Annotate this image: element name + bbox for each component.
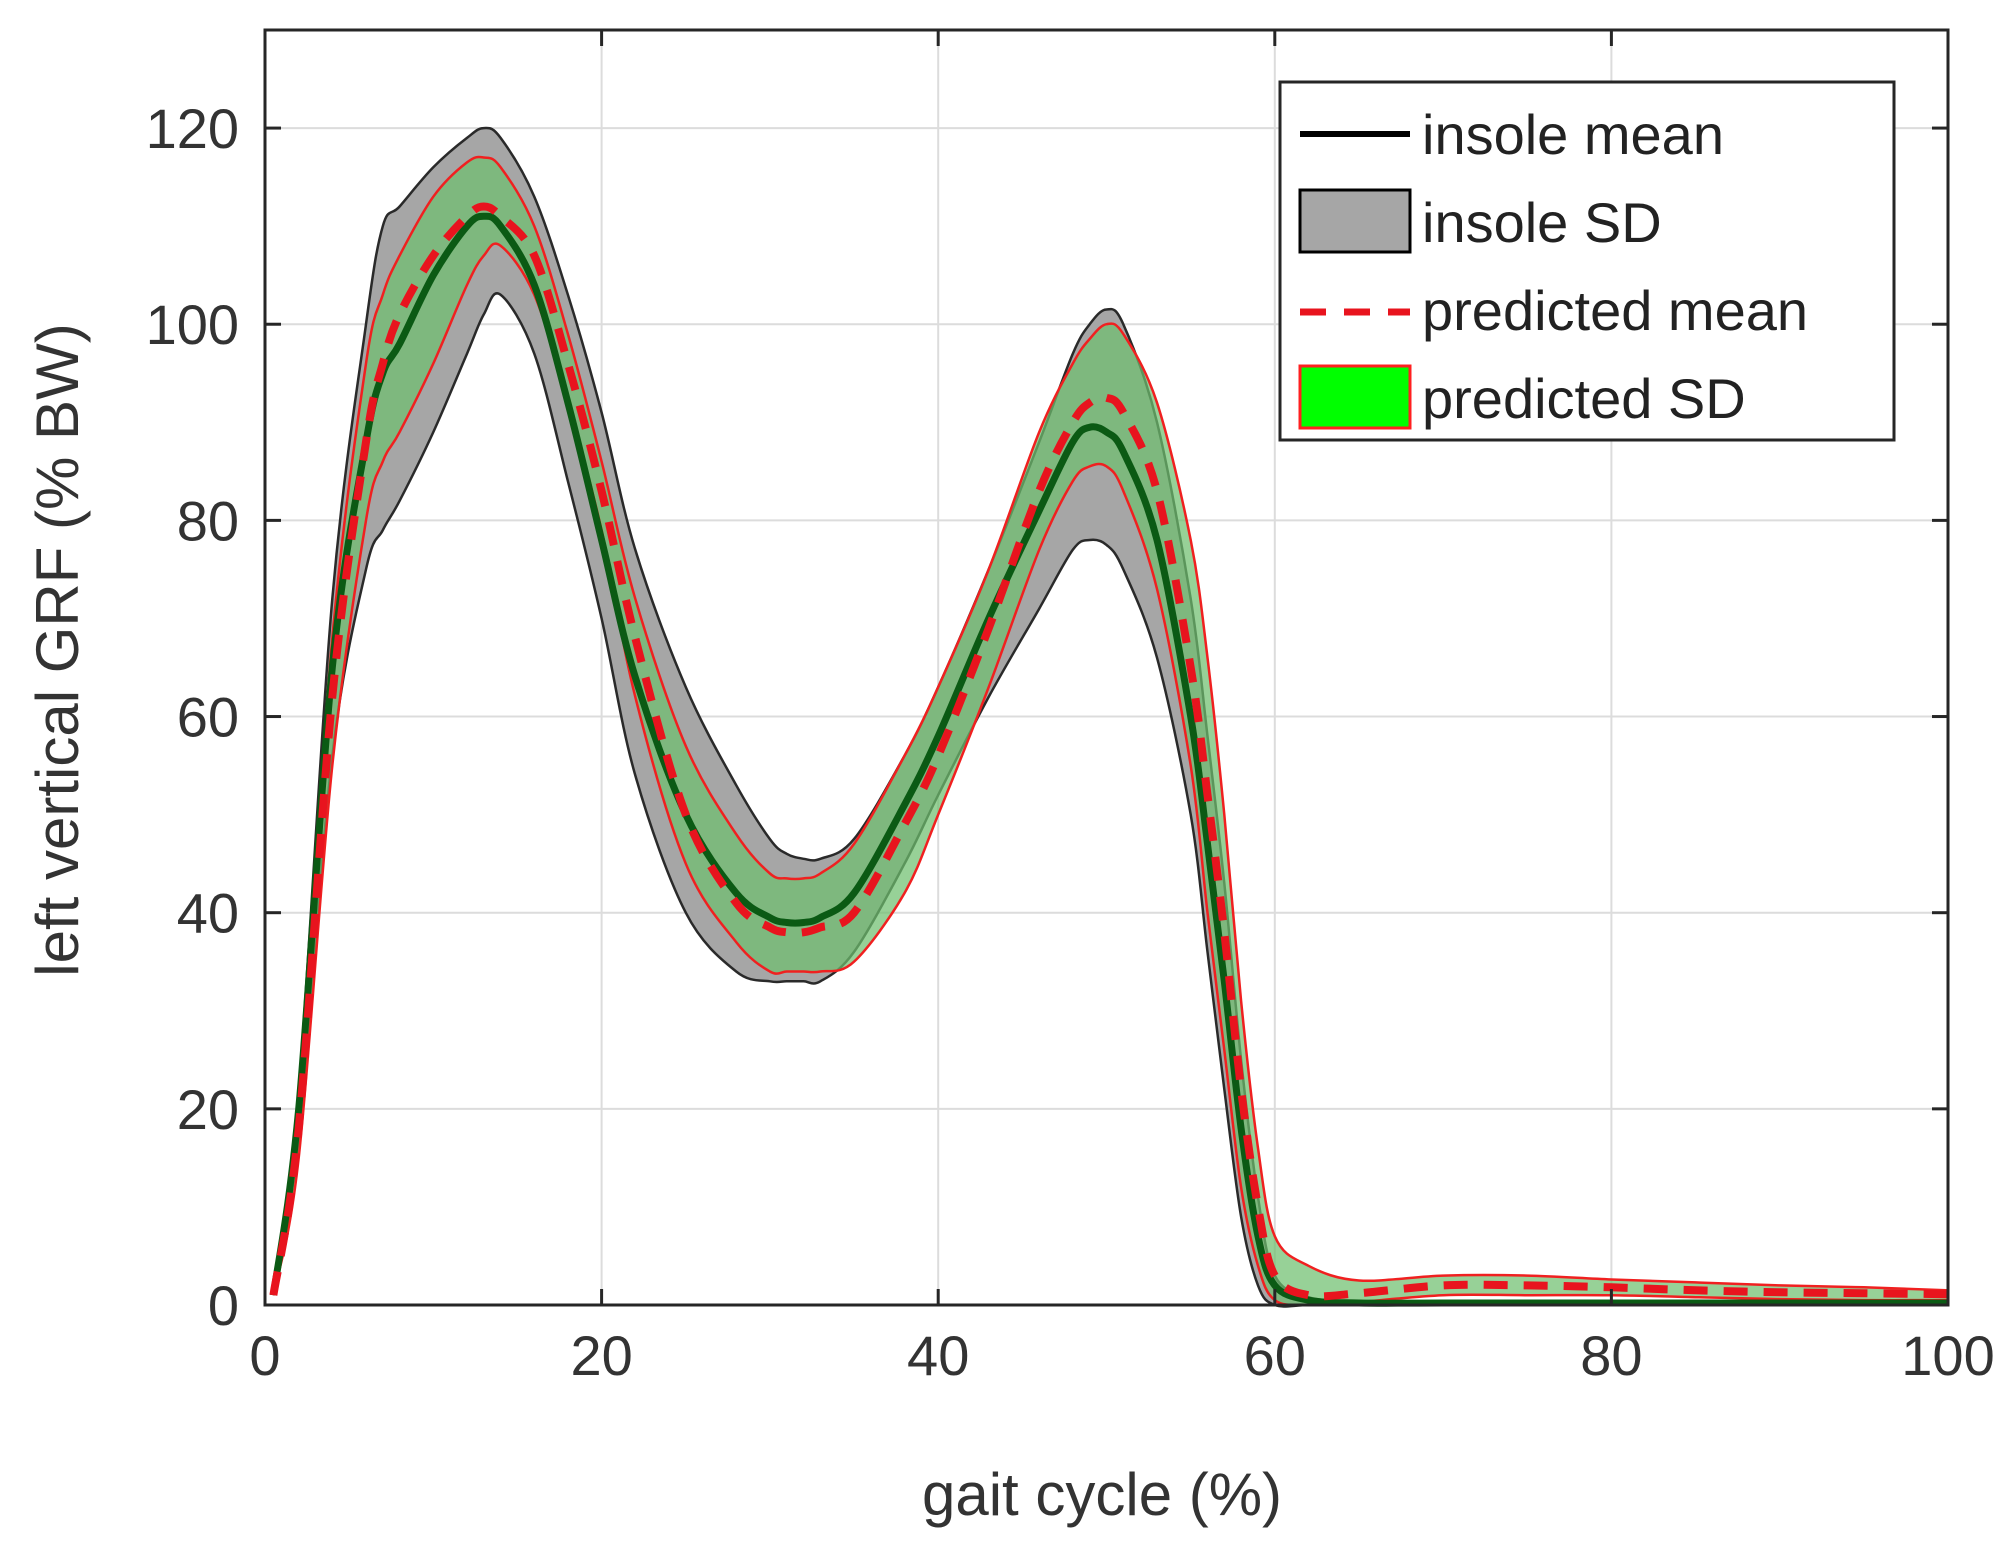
legend: insole mean insole SD predicted mean pre…: [1278, 80, 1896, 442]
x-tick-label: 100: [1901, 1324, 1994, 1387]
y-tick-label: 40: [177, 882, 239, 945]
legend-insole-sd-label: insole SD: [1422, 191, 1662, 254]
legend-predicted-sd-swatch: [1298, 364, 1412, 430]
predicted-mean-line: [269, 202, 1949, 1301]
insole-mean-line: [269, 212, 1948, 1307]
x-tick-label: 40: [907, 1324, 969, 1387]
x-tick-label: 60: [1244, 1324, 1306, 1387]
x-tick-label: 0: [249, 1324, 280, 1387]
mean-lines: [269, 202, 1949, 1307]
y-tick-label: 0: [208, 1274, 239, 1337]
y-tick-label: 120: [146, 97, 239, 160]
plot-frame: [263, 28, 1950, 1307]
x-tick-label: 80: [1580, 1324, 1642, 1387]
x-axis-label: gait cycle (%): [922, 1461, 1282, 1528]
predicted-sd-band: [272, 155, 1950, 1307]
y-tick-label: 60: [177, 686, 239, 749]
legend-insole-sd-swatch: [1298, 188, 1412, 254]
axis-ticks: 0 20 40 60 80 100 0 20 40 60 80 100 120: [146, 30, 1995, 1387]
x-tick-label: 20: [570, 1324, 632, 1387]
y-tick-label: 20: [177, 1078, 239, 1141]
legend-predicted-mean-label: predicted mean: [1422, 279, 1808, 342]
y-axis-label: left vertical GRF (% BW): [24, 323, 91, 976]
y-tick-label: 80: [177, 489, 239, 552]
legend-predicted-sd-label: predicted SD: [1422, 367, 1746, 430]
y-tick-label: 100: [146, 293, 239, 356]
legend-insole-mean-label: insole mean: [1422, 103, 1724, 166]
